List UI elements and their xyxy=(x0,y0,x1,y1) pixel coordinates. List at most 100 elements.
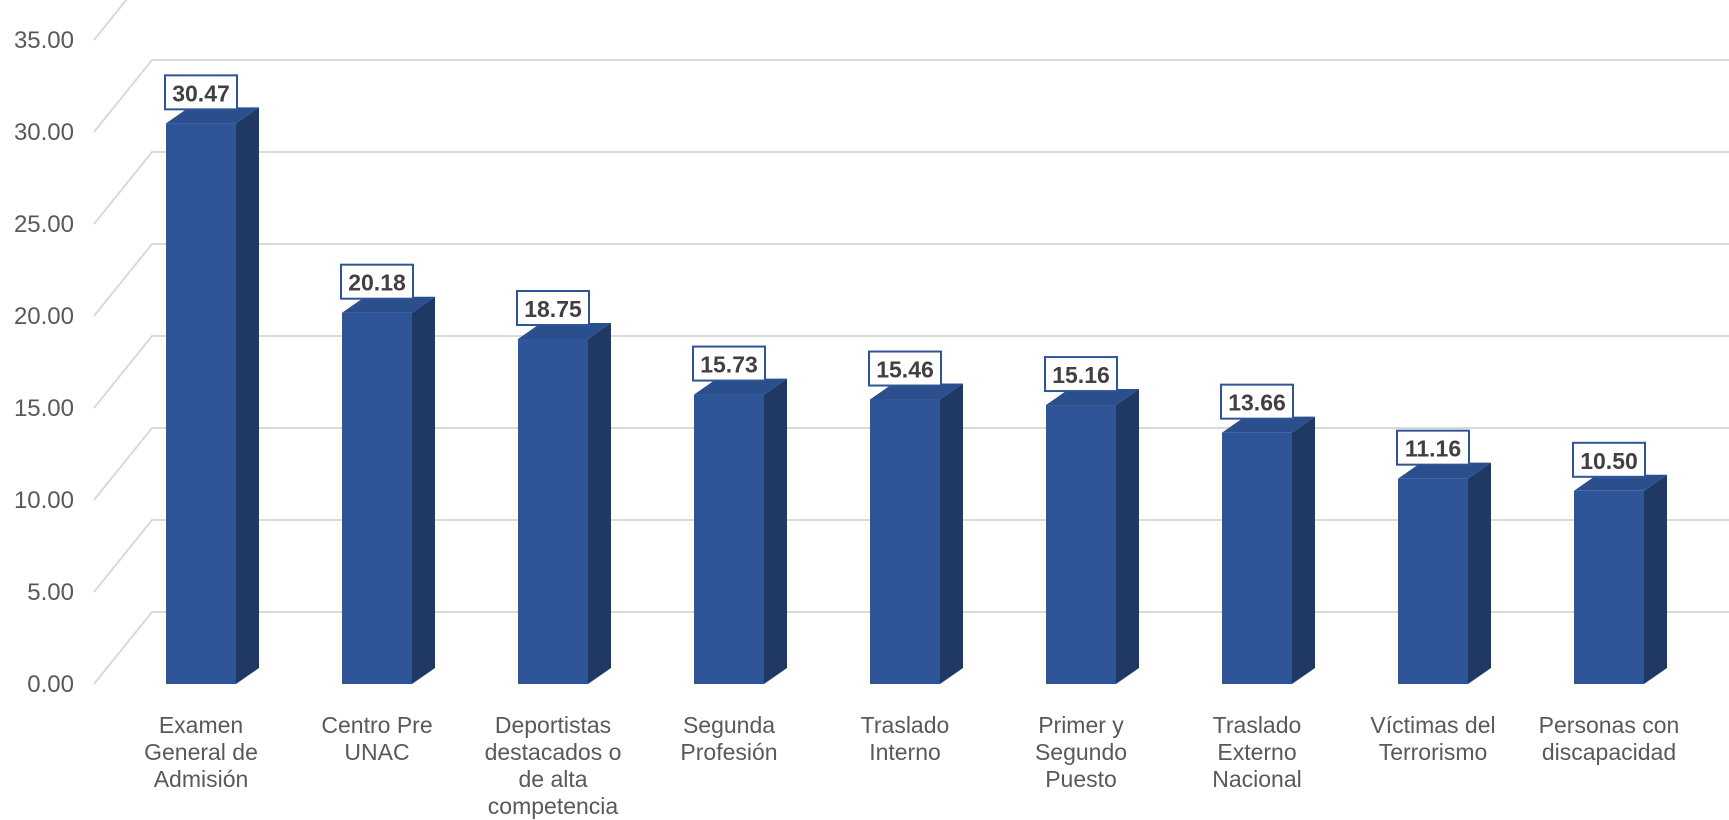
gridlines xyxy=(93,0,1729,685)
gridline xyxy=(93,59,1729,133)
data-label-text: 15.73 xyxy=(700,352,758,378)
data-label: 10.50 xyxy=(1572,441,1646,478)
bar-top-face xyxy=(1398,462,1491,479)
data-label: 30.47 xyxy=(164,74,238,111)
gridline xyxy=(93,335,1729,409)
bar-front-face xyxy=(1574,490,1644,684)
x-axis-category-labels: Examen General de Admisión Centro Pre UNAC De… xyxy=(144,712,1679,819)
category-label-line: Puesto xyxy=(1045,766,1117,792)
y-tick-label: 5.00 xyxy=(27,579,74,606)
bar-top-face xyxy=(870,383,963,400)
data-label: 18.75 xyxy=(516,290,590,326)
gridline xyxy=(93,519,1729,593)
bar-front-face xyxy=(166,123,236,685)
bar-side-face xyxy=(1468,462,1491,684)
bar-side-face xyxy=(236,107,259,685)
y-tick-label: 35.00 xyxy=(14,27,74,54)
data-label-box xyxy=(692,345,766,382)
y-axis-tick-labels: 0.00 5.00 10.00 15.00 20.00 25.00 30.00 35.00 xyxy=(14,27,74,698)
bar-front-face xyxy=(870,399,940,684)
bar-front-face xyxy=(342,312,412,684)
category-label-line: Segunda xyxy=(683,712,775,738)
category-label: Segunda Profesión xyxy=(680,712,777,765)
category-label-line: Víctimas del xyxy=(1370,712,1495,738)
data-label: 20.18 xyxy=(340,263,414,300)
bar xyxy=(342,296,435,684)
bar-front-face xyxy=(1046,405,1116,684)
category-label-line: Nacional xyxy=(1212,766,1302,792)
data-label-box xyxy=(164,74,238,111)
bar-side-face xyxy=(588,323,611,684)
gridline xyxy=(93,151,1729,225)
y-tick-label: 15.00 xyxy=(14,395,74,422)
data-label: 15.73 xyxy=(692,345,766,382)
bar-side-face xyxy=(764,378,787,684)
bar xyxy=(1398,462,1491,684)
data-label-text: 20.18 xyxy=(348,270,406,296)
category-label-line: Examen xyxy=(159,712,243,738)
data-label-box xyxy=(516,290,590,326)
data-label: 15.16 xyxy=(1044,356,1118,393)
data-labels: 30.47 20.18 18.75 15.73 15.46 15.16 13.66 11.16… xyxy=(164,74,1646,478)
data-label-text: 10.50 xyxy=(1580,448,1638,474)
bar xyxy=(694,378,787,684)
data-label-text: 15.46 xyxy=(876,357,934,383)
bar xyxy=(518,323,611,684)
data-label-text: 30.47 xyxy=(172,80,230,106)
bars xyxy=(166,107,1667,685)
gridline xyxy=(93,0,128,41)
category-label: Centro Pre UNAC xyxy=(321,712,432,765)
bar-top-face xyxy=(694,378,787,395)
category-label: Traslado Interno xyxy=(861,712,950,765)
data-label-box xyxy=(1220,383,1294,420)
bar-top-face xyxy=(342,296,435,313)
category-label-line: General de xyxy=(144,739,258,765)
y-tick-label: 20.00 xyxy=(14,303,74,330)
bar-side-face xyxy=(1292,416,1315,684)
bar xyxy=(1222,416,1315,684)
data-label-box xyxy=(340,263,414,300)
category-label-line: discapacidad xyxy=(1542,739,1676,765)
data-label-box xyxy=(868,350,942,387)
data-label-text: 11.16 xyxy=(1405,436,1461,462)
bar-side-face xyxy=(1644,474,1667,684)
data-label: 15.46 xyxy=(868,350,942,387)
data-label: 13.66 xyxy=(1220,383,1294,420)
gridline xyxy=(93,611,1729,685)
category-label-line: competencia xyxy=(488,793,619,819)
category-label: Víctimas del Terrorismo xyxy=(1370,712,1495,765)
bar-top-face xyxy=(518,323,611,339)
category-label-line: destacados o xyxy=(485,739,622,765)
bar xyxy=(870,383,963,684)
category-label-line: Externo xyxy=(1217,739,1296,765)
bar-side-face xyxy=(412,296,435,684)
bar-side-face xyxy=(1116,389,1139,684)
category-label-line: Terrorismo xyxy=(1379,739,1488,765)
bar-top-face xyxy=(1046,389,1139,406)
category-label-line: de alta xyxy=(518,766,587,792)
bar-front-face xyxy=(1222,432,1292,684)
bar-front-face xyxy=(518,339,588,684)
bar-front-face xyxy=(1398,478,1468,684)
category-label: Traslado Externo Nacional xyxy=(1212,712,1302,792)
data-label-box xyxy=(1572,441,1646,478)
bar-top-face xyxy=(166,107,259,124)
data-label-box xyxy=(1044,356,1118,393)
category-label-line: Primer y xyxy=(1038,712,1124,738)
category-label-line: Traslado xyxy=(1213,712,1302,738)
category-label-line: Admisión xyxy=(154,766,249,792)
bar-top-face xyxy=(1222,416,1315,433)
data-label-box xyxy=(1396,429,1470,466)
data-label-text: 13.66 xyxy=(1228,390,1286,416)
category-label-line: UNAC xyxy=(344,739,409,765)
category-label-line: Profesión xyxy=(680,739,777,765)
bar-front-face xyxy=(694,394,764,684)
category-label: Deportistas destacados o de alta competenci… xyxy=(485,712,622,819)
data-label: 11.16 xyxy=(1396,429,1470,466)
y-tick-label: 10.00 xyxy=(14,487,74,514)
category-label-line: Deportistas xyxy=(495,712,611,738)
data-label-text: 15.16 xyxy=(1052,362,1110,388)
y-tick-label: 25.00 xyxy=(14,211,74,238)
bar xyxy=(1046,389,1139,684)
